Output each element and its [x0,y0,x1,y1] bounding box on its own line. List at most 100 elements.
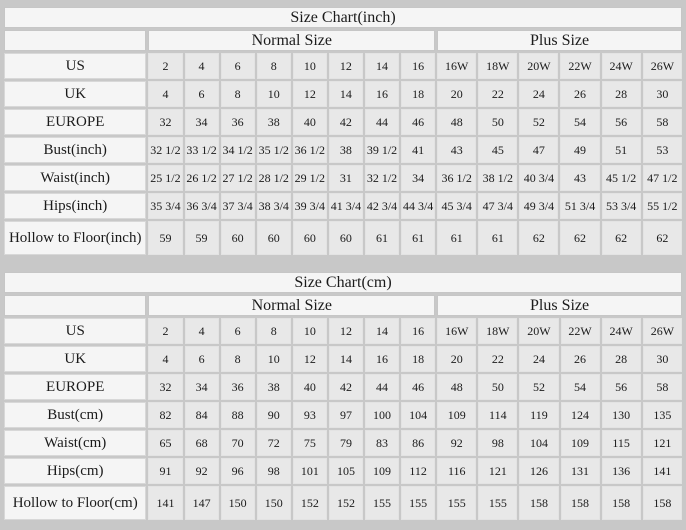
size-value-cell: 29 1/2 [292,165,327,191]
size-value-cell: 16W [437,318,477,344]
size-value-cell: 60 [328,221,363,255]
size-value-cell: 68 [184,430,219,456]
title-row: Size Chart(cm) [4,272,682,293]
size-value-cell: 60 [292,221,327,255]
size-chart-tables: Size Chart(inch) Normal Size Plus Size US 2 4… [2,5,684,522]
size-value-cell: 61 [364,221,400,255]
size-value-cell: 116 [437,458,477,484]
size-value-cell: 152 [328,486,363,520]
size-value-cell: 109 [364,458,400,484]
size-value-cell: 42 [328,109,363,135]
table-title: Size Chart(inch) [4,7,682,28]
size-value-cell: 2 [148,318,183,344]
size-value-cell: 150 [256,486,291,520]
size-value-cell: 88 [220,402,255,428]
size-value-cell: 36 3/4 [184,193,219,219]
size-value-cell: 36 [220,374,255,400]
size-value-cell: 121 [642,430,682,456]
size-value-cell: 98 [478,430,518,456]
table-row: EUROPE 32 34 36 38 40 42 44 46 48 50 52 54 56 58 [4,109,682,135]
size-value-cell: 38 1/2 [478,165,518,191]
title-row: Size Chart(inch) [4,7,682,28]
size-value-cell: 126 [519,458,559,484]
size-value-cell: 14 [364,318,400,344]
size-value-cell: 8 [256,53,291,79]
size-value-cell: 38 [328,137,363,163]
size-value-cell: 58 [642,374,682,400]
size-value-cell: 8 [220,346,255,372]
size-value-cell: 20W [519,53,559,79]
table-row: UK 4 6 8 10 12 14 16 18 20 22 24 26 28 30 [4,81,682,107]
size-value-cell: 130 [601,402,641,428]
size-value-cell: 14 [328,81,363,107]
size-value-cell: 38 [256,374,291,400]
size-value-cell: 50 [478,374,518,400]
size-value-cell: 10 [292,53,327,79]
size-value-cell: 30 [642,81,682,107]
size-value-cell: 8 [220,81,255,107]
size-chart-cm-table: Size Chart(cm) Normal Size Plus Size US 2 4 6 8… [2,270,684,522]
size-value-cell: 24 [519,81,559,107]
size-value-cell: 26 [560,346,600,372]
size-value-cell: 141 [148,486,183,520]
size-value-cell: 16 [364,346,400,372]
size-value-cell: 20 [437,346,477,372]
size-value-cell: 109 [560,430,600,456]
size-value-cell: 61 [478,221,518,255]
size-value-cell: 59 [184,221,219,255]
size-value-cell: 16 [364,81,400,107]
size-value-cell: 10 [292,318,327,344]
size-value-cell: 60 [220,221,255,255]
row-label: Waist(inch) [4,165,147,191]
normal-size-header: Normal Size [148,295,436,316]
size-value-cell: 33 1/2 [184,137,219,163]
size-value-cell: 26 1/2 [184,165,219,191]
size-value-cell: 41 [401,137,436,163]
size-value-cell: 82 [148,402,183,428]
size-value-cell: 4 [184,53,219,79]
size-value-cell: 158 [560,486,600,520]
size-value-cell: 158 [642,486,682,520]
size-value-cell: 152 [292,486,327,520]
size-value-cell: 53 [642,137,682,163]
size-value-cell: 28 [601,81,641,107]
size-value-cell: 92 [437,430,477,456]
size-value-cell: 105 [328,458,363,484]
size-value-cell: 56 [601,374,641,400]
size-value-cell: 31 [328,165,363,191]
size-value-cell: 96 [220,458,255,484]
row-label: EUROPE [4,109,147,135]
table-row: UK 4 6 8 10 12 14 16 18 20 22 24 26 28 30 [4,346,682,372]
size-value-cell: 18W [478,53,518,79]
size-value-cell: 42 [328,374,363,400]
size-value-cell: 32 1/2 [148,137,183,163]
size-value-cell: 131 [560,458,600,484]
size-group-header-row: Normal Size Plus Size [4,295,682,316]
size-value-cell: 22W [560,53,600,79]
size-value-cell: 150 [220,486,255,520]
size-value-cell: 39 3/4 [292,193,327,219]
size-value-cell: 35 3/4 [148,193,183,219]
size-value-cell: 27 1/2 [220,165,255,191]
size-value-cell: 12 [292,81,327,107]
table-row: US 2 4 6 8 10 12 14 16 16W 18W 20W 22W 24W 26W [4,53,682,79]
size-value-cell: 6 [220,318,255,344]
size-value-cell: 56 [601,109,641,135]
size-value-cell: 40 [292,374,327,400]
size-value-cell: 36 [220,109,255,135]
size-value-cell: 45 1/2 [601,165,641,191]
size-value-cell: 59 [148,221,183,255]
row-label: Hips(cm) [4,458,147,484]
table-title: Size Chart(cm) [4,272,682,293]
row-label: Hollow to Floor(inch) [4,221,147,255]
size-value-cell: 25 1/2 [148,165,183,191]
plus-size-header: Plus Size [437,30,682,51]
size-value-cell: 52 [519,374,559,400]
size-value-cell: 22 [478,346,518,372]
size-value-cell: 98 [256,458,291,484]
size-value-cell: 37 3/4 [220,193,255,219]
size-value-cell: 10 [256,346,291,372]
size-value-cell: 42 3/4 [364,193,400,219]
size-value-cell: 62 [519,221,559,255]
